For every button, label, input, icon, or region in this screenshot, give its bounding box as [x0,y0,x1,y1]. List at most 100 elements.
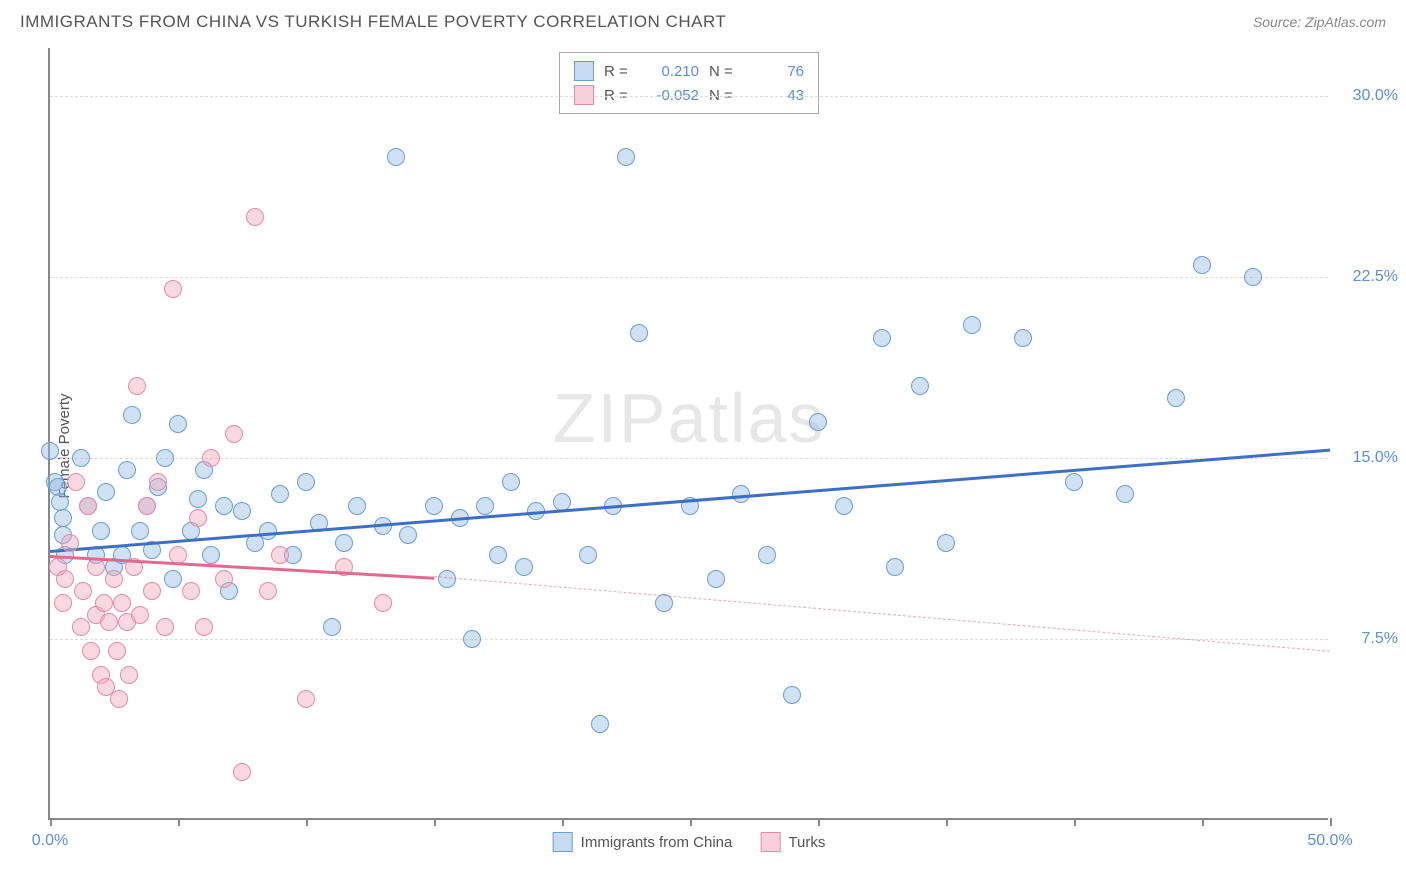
legend-item-turks: Turks [760,832,825,852]
data-point [809,413,827,431]
data-point [1065,473,1083,491]
y-tick-label: 15.0% [1338,449,1398,467]
data-point [92,522,110,540]
x-tick [1074,818,1076,826]
n-value-china: 76 [749,63,804,80]
y-tick-label: 7.5% [1338,630,1398,648]
swatch-blue-icon [553,832,573,852]
data-point [108,642,126,660]
data-point [271,485,289,503]
watermark: ZIPatlas [553,378,826,458]
data-point [143,582,161,600]
data-point [41,442,59,460]
n-value-turks: 43 [749,87,804,104]
r-label: R = [604,87,634,104]
x-tick [50,818,52,826]
data-point [118,461,136,479]
data-point [233,502,251,520]
legend-item-china: Immigrants from China [553,832,733,852]
legend-row-turks: R = -0.052 N = 43 [574,83,804,107]
x-tick-label: 50.0% [1307,832,1352,850]
data-point [131,606,149,624]
source-attribution: Source: ZipAtlas.com [1253,14,1386,30]
swatch-blue-icon [574,61,594,81]
data-point [113,594,131,612]
data-point [54,509,72,527]
r-value-turks: -0.052 [644,87,699,104]
data-point [1244,268,1262,286]
data-point [105,570,123,588]
data-point [707,570,725,588]
data-point [323,618,341,636]
data-point [233,763,251,781]
data-point [1193,256,1211,274]
y-tick-label: 30.0% [1338,87,1398,105]
gridline [50,277,1328,278]
x-tick [690,818,692,826]
data-point [476,497,494,515]
data-point [215,570,233,588]
data-point [399,526,417,544]
data-point [189,490,207,508]
data-point [95,594,113,612]
data-point [61,534,79,552]
data-point [149,473,167,491]
data-point [156,618,174,636]
n-label: N = [709,63,739,80]
data-point [617,148,635,166]
data-point [123,406,141,424]
data-point [873,329,891,347]
x-tick-label: 0.0% [32,832,68,850]
data-point [202,546,220,564]
x-tick [946,818,948,826]
data-point [335,534,353,552]
data-point [1116,485,1134,503]
data-point [164,280,182,298]
data-point [120,666,138,684]
trend-line [50,448,1330,552]
data-point [297,690,315,708]
scatter-chart: ZIPatlas R = 0.210 N = 76 R = -0.052 N =… [48,48,1328,820]
data-point [74,582,92,600]
data-point [225,425,243,443]
data-point [911,377,929,395]
data-point [100,613,118,631]
data-point [387,148,405,166]
data-point [128,377,146,395]
r-label: R = [604,63,634,80]
data-point [195,618,213,636]
data-point [502,473,520,491]
x-tick [1330,818,1332,826]
data-point [937,534,955,552]
x-tick [306,818,308,826]
correlation-legend: R = 0.210 N = 76 R = -0.052 N = 43 [559,52,819,114]
data-point [463,630,481,648]
data-point [425,497,443,515]
legend-label: Turks [788,834,825,851]
data-point [72,449,90,467]
swatch-pink-icon [574,85,594,105]
data-point [758,546,776,564]
data-point [82,642,100,660]
data-point [164,570,182,588]
gridline [50,458,1328,459]
data-point [246,208,264,226]
data-point [348,497,366,515]
data-point [110,690,128,708]
data-point [259,582,277,600]
data-point [259,522,277,540]
data-point [297,473,315,491]
data-point [591,715,609,733]
data-point [51,493,69,511]
data-point [56,570,74,588]
data-point [963,316,981,334]
swatch-pink-icon [760,832,780,852]
data-point [97,483,115,501]
data-point [579,546,597,564]
data-point [72,618,90,636]
y-tick-label: 22.5% [1338,268,1398,286]
x-tick [1202,818,1204,826]
data-point [438,570,456,588]
data-point [54,594,72,612]
data-point [79,497,97,515]
